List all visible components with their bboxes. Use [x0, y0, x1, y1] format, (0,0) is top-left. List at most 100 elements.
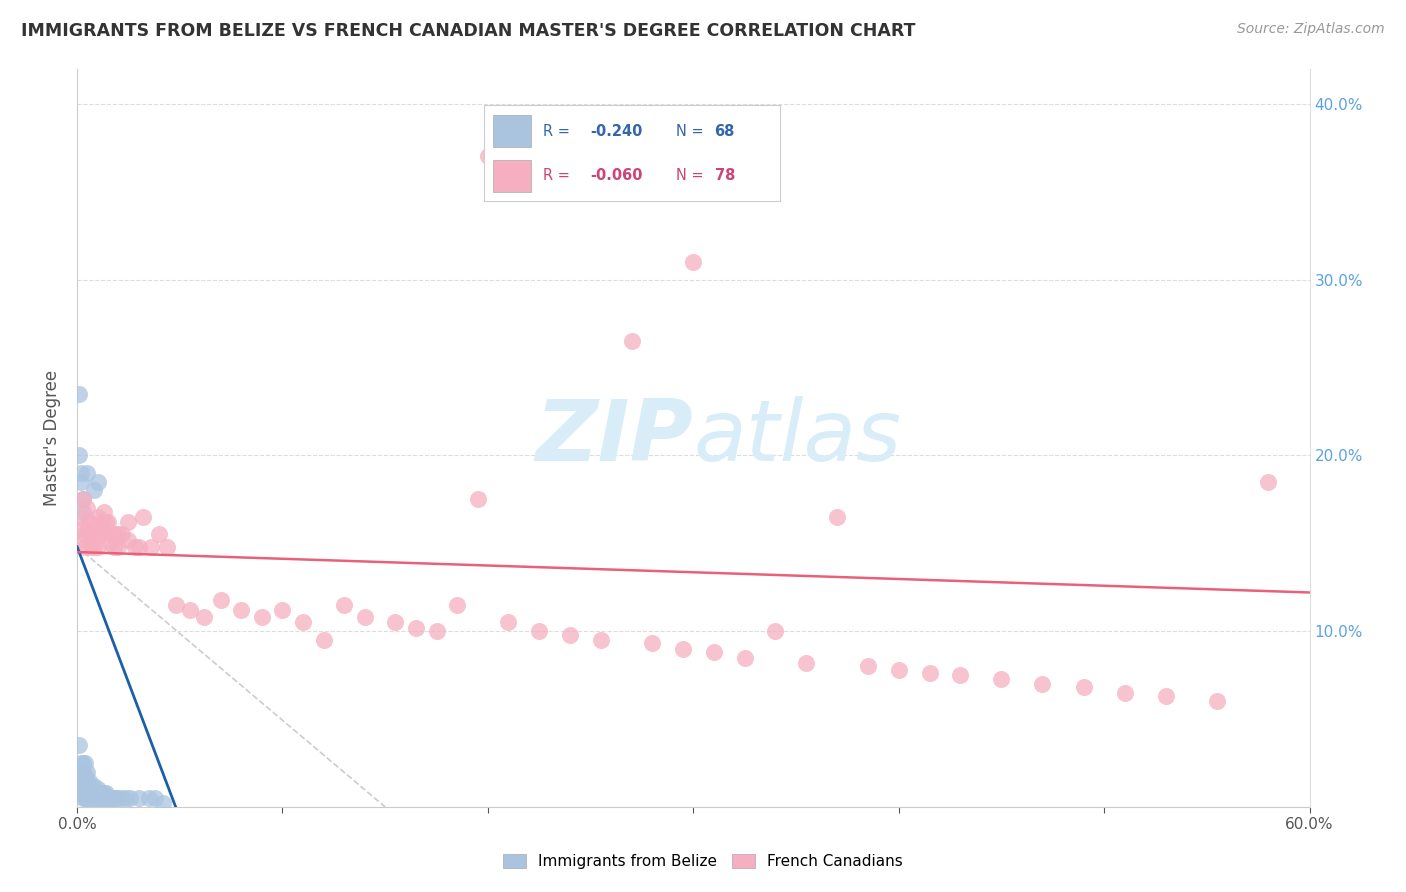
Point: [333, 598, 356, 612]
Point: [72, 791, 94, 805]
Point: [75, 786, 97, 800]
Point: [132, 509, 155, 524]
Point: [111, 791, 134, 805]
Point: [70, 786, 93, 800]
Point: [179, 603, 201, 617]
Point: [589, 632, 612, 647]
Point: [70, 756, 93, 770]
Point: [80, 540, 103, 554]
Point: [918, 666, 941, 681]
Point: [72, 756, 94, 770]
Point: [107, 791, 129, 805]
Point: [79, 791, 101, 805]
Point: [949, 668, 972, 682]
Point: [75, 756, 97, 770]
Point: [86, 786, 108, 800]
Point: [93, 505, 115, 519]
Point: [76, 791, 98, 805]
Point: [86, 509, 108, 524]
Point: [446, 598, 468, 612]
Point: [76, 764, 98, 779]
Point: [1154, 690, 1177, 704]
Point: [76, 501, 98, 516]
Point: [70, 475, 93, 489]
Y-axis label: Master's Degree: Master's Degree: [44, 369, 60, 506]
Point: [152, 797, 174, 811]
Point: [250, 610, 273, 624]
Point: [67, 782, 90, 797]
Point: [115, 791, 138, 805]
Point: [79, 773, 101, 788]
Point: [89, 527, 111, 541]
Point: [165, 598, 187, 612]
Point: [76, 773, 98, 788]
Point: [72, 505, 94, 519]
Point: [70, 522, 93, 536]
Point: [70, 466, 93, 480]
Point: [292, 615, 315, 630]
Point: [75, 779, 97, 793]
Point: [89, 791, 111, 805]
Point: [734, 650, 756, 665]
Point: [193, 610, 215, 624]
Point: [89, 786, 111, 800]
Point: [825, 509, 848, 524]
Point: [105, 791, 128, 805]
Point: [76, 782, 98, 797]
Point: [72, 492, 94, 507]
Point: [90, 791, 112, 805]
Point: [84, 786, 107, 800]
Point: [83, 540, 105, 554]
Point: [120, 791, 142, 805]
Point: [67, 386, 90, 401]
Point: [103, 540, 125, 554]
Point: [67, 764, 90, 779]
Point: [83, 483, 105, 498]
Point: [86, 791, 108, 805]
Point: [84, 791, 107, 805]
Point: [86, 540, 108, 554]
Point: [76, 786, 98, 800]
Point: [641, 636, 664, 650]
Point: [128, 540, 150, 554]
Point: [80, 786, 103, 800]
Point: [384, 615, 406, 630]
Point: [72, 492, 94, 507]
Point: [101, 791, 124, 805]
Point: [765, 624, 787, 639]
Point: [1257, 475, 1279, 489]
Point: [1031, 677, 1053, 691]
Point: [128, 791, 150, 805]
Point: [405, 621, 427, 635]
Point: [94, 791, 117, 805]
Point: [97, 515, 120, 529]
Point: [86, 475, 108, 489]
Point: [72, 786, 94, 800]
Point: [107, 527, 129, 541]
Point: [67, 509, 90, 524]
Point: [1206, 694, 1229, 708]
Point: [72, 533, 94, 547]
Point: [70, 779, 93, 793]
Point: [231, 603, 253, 617]
Point: [94, 515, 117, 529]
Point: [84, 527, 107, 541]
Point: [209, 592, 232, 607]
Point: [83, 779, 105, 793]
Point: [529, 624, 551, 639]
Point: [93, 786, 115, 800]
Point: [75, 791, 97, 805]
Point: [83, 533, 105, 547]
Point: [103, 791, 125, 805]
Point: [703, 645, 725, 659]
Point: [84, 522, 107, 536]
Point: [90, 522, 112, 536]
Point: [76, 466, 98, 480]
Point: [67, 448, 90, 462]
Point: [90, 786, 112, 800]
Point: [353, 610, 375, 624]
Point: [271, 603, 294, 617]
Point: [887, 663, 910, 677]
Point: [156, 540, 179, 554]
Point: [111, 527, 134, 541]
